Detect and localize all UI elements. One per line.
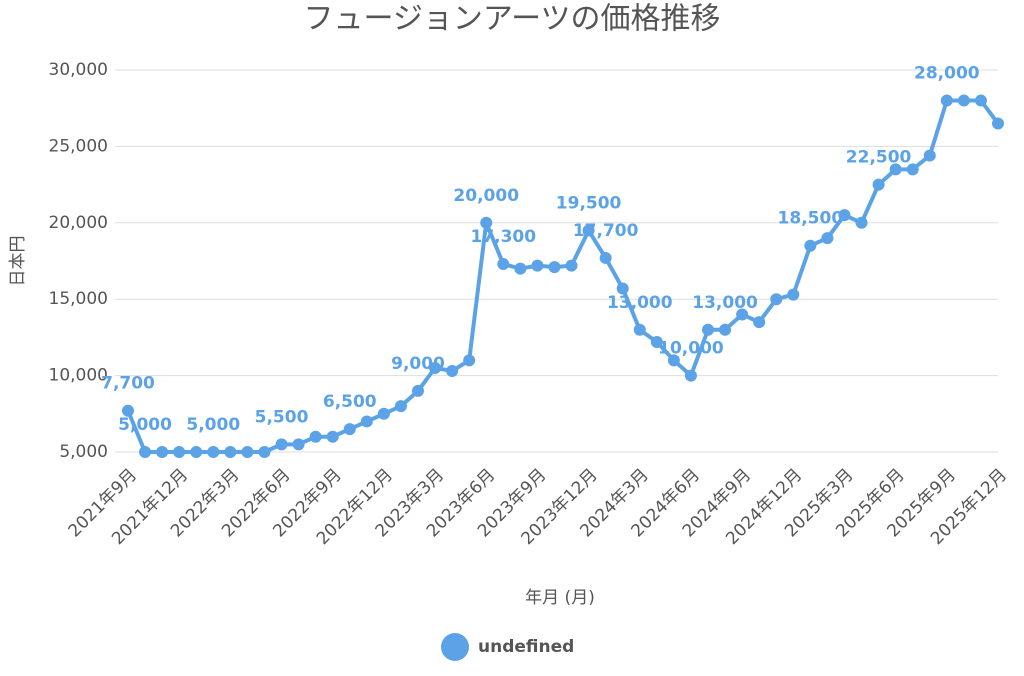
point (940, 94, 953, 107)
point (429, 361, 442, 374)
chart-title: フュージョンアーツの価格推移 (304, 2, 721, 37)
point (753, 316, 766, 329)
point (531, 259, 544, 272)
point (855, 216, 868, 229)
legend-marker (441, 633, 469, 661)
point (736, 308, 749, 321)
point (412, 384, 424, 397)
point (667, 354, 680, 367)
legend-label: undefined (478, 637, 574, 657)
point (923, 149, 936, 162)
point (207, 446, 220, 458)
point (992, 117, 1004, 130)
point (582, 224, 595, 237)
y-tick-label: 5,000 (59, 442, 108, 462)
data-label: 17,300 (470, 227, 536, 247)
y-tick-label: 15,000 (49, 289, 108, 309)
data-label: 10,000 (658, 339, 724, 359)
point (565, 259, 578, 272)
point (906, 163, 919, 176)
point (497, 258, 510, 271)
data-label: 7,700 (101, 374, 155, 394)
point (360, 415, 373, 428)
point (173, 446, 186, 458)
point (889, 163, 902, 176)
point (804, 239, 817, 252)
y-tick-label: 10,000 (49, 366, 108, 386)
point (190, 446, 203, 458)
point (684, 369, 697, 382)
y-tick-label: 25,000 (49, 136, 108, 156)
data-label: 17,700 (573, 221, 639, 241)
point (548, 261, 561, 274)
data-label: 18,500 (778, 209, 844, 229)
point (957, 94, 970, 107)
x-axis-title: 年月 (月) (525, 588, 595, 608)
point (446, 365, 459, 378)
data-label: 13,000 (692, 293, 758, 313)
point (974, 94, 987, 107)
data-label: 9,000 (391, 354, 445, 374)
data-label: 13,000 (607, 293, 673, 313)
data-label: 28,000 (914, 64, 980, 84)
y-tick-label: 30,000 (49, 60, 108, 80)
point (326, 430, 339, 443)
data-label: 6,500 (323, 392, 377, 412)
point (821, 232, 834, 245)
point (650, 335, 663, 348)
point (787, 288, 800, 301)
point (599, 251, 612, 264)
y-tick-label: 20,000 (49, 213, 108, 233)
point (343, 423, 356, 436)
point (377, 407, 390, 420)
point (633, 323, 646, 336)
line (126, 98, 1000, 454)
point (241, 446, 254, 458)
point (122, 404, 134, 417)
data-label: 5,000 (186, 415, 240, 435)
point (719, 323, 732, 336)
data-label: 20,000 (453, 186, 519, 206)
point (770, 293, 783, 306)
point (156, 446, 169, 458)
point (275, 438, 288, 451)
point (394, 400, 407, 413)
point (463, 354, 476, 367)
data-label: 5,000 (118, 415, 172, 435)
data-label: 5,500 (255, 407, 309, 427)
point (258, 446, 271, 458)
point (702, 323, 714, 336)
point (224, 446, 237, 458)
point (616, 282, 629, 295)
data-label: 19,500 (556, 193, 622, 213)
point (292, 438, 305, 451)
data-label: 22,500 (846, 148, 912, 168)
y-axis-title: 日本円 (8, 236, 28, 287)
point (480, 216, 493, 229)
point (139, 446, 152, 458)
point (838, 209, 851, 222)
point (309, 430, 322, 443)
point (514, 262, 527, 275)
point (872, 178, 885, 191)
